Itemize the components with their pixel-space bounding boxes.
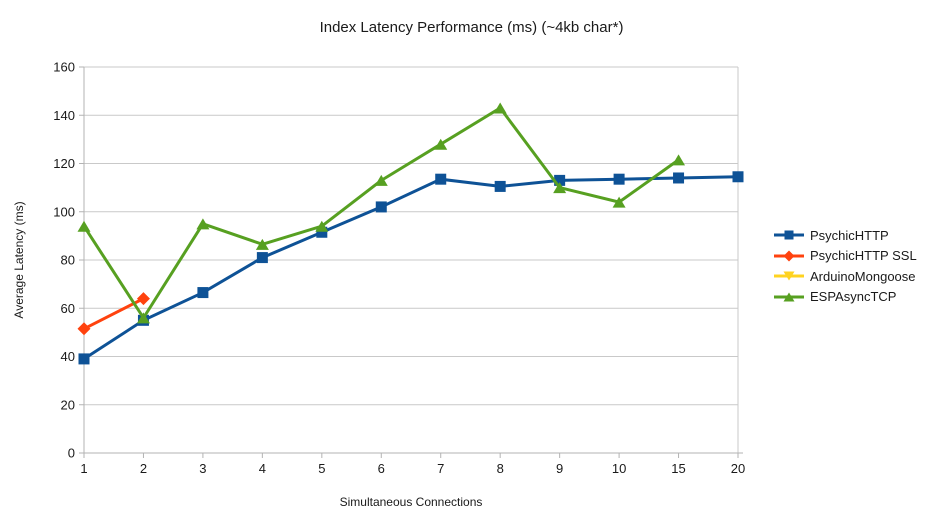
legend-item-arduinomongoose: ArduinoMongoose (774, 266, 917, 287)
marker-espasynctcp (77, 220, 91, 232)
marker-psychichttp (673, 172, 685, 184)
series-line-psychichttp (83, 175, 739, 361)
x-tick-label: 2 (140, 461, 147, 476)
marker-psychichttp (375, 201, 387, 213)
marker-psychichttp (732, 171, 744, 183)
x-tick-label: 5 (318, 461, 325, 476)
marker-psychichttp (435, 173, 447, 185)
legend-label: ESPAsyncTCP (810, 289, 897, 305)
y-tick-label: 20 (61, 397, 75, 412)
legend-label: PsychicHTTP SSL (810, 248, 917, 264)
marker-espasynctcp (255, 238, 269, 250)
marker-espasynctcp (553, 182, 567, 194)
x-tick-label: 7 (437, 461, 444, 476)
x-tick-label: 20 (731, 461, 745, 476)
x-tick-label: 9 (556, 461, 563, 476)
legend-label: ArduinoMongoose (810, 268, 916, 284)
legend-swatch-espasynctcp (774, 292, 804, 302)
legend-label: PsychicHTTP (810, 227, 889, 243)
legend-swatch-psychichttp-ssl (774, 250, 804, 262)
y-tick-label: 0 (68, 446, 75, 461)
marker-psychichttp (316, 226, 328, 238)
legend-swatch-psychichttp (774, 230, 804, 240)
y-tick-label: 100 (53, 204, 75, 219)
legend-swatch-arduinomongoose (774, 271, 804, 281)
marker-espasynctcp (196, 218, 210, 230)
y-tick-label: 120 (53, 156, 75, 171)
marker-psychichttp (554, 174, 566, 186)
marker-psychichttp-ssl (136, 292, 150, 306)
x-axis-title: Simultaneous Connections (339, 495, 483, 509)
y-tick-label: 40 (61, 349, 75, 364)
y-tick-label: 60 (61, 301, 75, 316)
marker-espasynctcp (434, 138, 448, 150)
marker-psychichttp (494, 180, 506, 192)
legend-item-psychichttp-ssl: PsychicHTTP SSL (774, 246, 917, 267)
x-tick-label: 1 (80, 461, 87, 476)
legend-item-psychichttp: PsychicHTTP (774, 225, 917, 246)
marker-psychichttp-ssl (77, 322, 91, 336)
x-tick-label: 3 (199, 461, 206, 476)
legend-marker-triangle-down-icon (783, 271, 795, 281)
legend-item-espasynctcp: ESPAsyncTCP (774, 287, 917, 308)
marker-psychichttp (78, 353, 90, 365)
x-tick-label: 6 (378, 461, 385, 476)
x-tick-label: 10 (612, 461, 626, 476)
marker-espasynctcp (315, 220, 329, 232)
x-tick-label: 4 (259, 461, 266, 476)
legend-marker-diamond-icon (783, 250, 795, 262)
marker-espasynctcp (612, 196, 626, 208)
marker-espasynctcp (374, 174, 388, 186)
x-tick-label: 8 (497, 461, 504, 476)
y-tick-label: 140 (53, 108, 75, 123)
marker-psychichttp (613, 173, 625, 185)
x-tick-label: 15 (671, 461, 685, 476)
legend-marker-triangle-up-icon (783, 292, 795, 302)
marker-espasynctcp (493, 102, 507, 114)
y-tick-label: 80 (61, 253, 75, 268)
marker-espasynctcp (672, 154, 686, 166)
marker-psychichttp (256, 252, 268, 264)
legend-marker-square-icon (784, 230, 794, 240)
series-line-espasynctcp (82, 106, 680, 321)
marker-espasynctcp (136, 312, 150, 324)
chart-title: Index Latency Performance (ms) (~4kb cha… (319, 19, 624, 36)
y-tick-label: 160 (53, 60, 75, 75)
marker-psychichttp (197, 287, 209, 299)
legend: PsychicHTTP PsychicHTTP SSL ArduinoMongoos… (774, 225, 917, 307)
